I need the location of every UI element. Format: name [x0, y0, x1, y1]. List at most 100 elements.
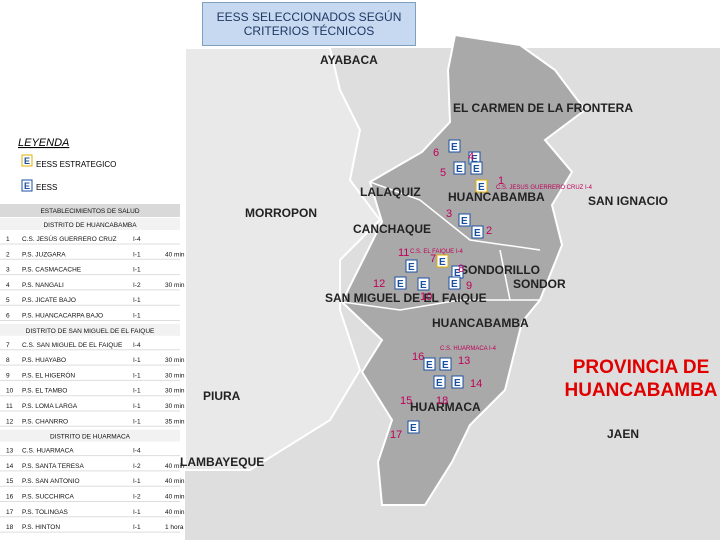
table-cell: 4: [6, 282, 10, 289]
facility-icon-letter: E: [408, 262, 415, 273]
marker-number: 5: [440, 167, 446, 179]
table-cell: I-2: [133, 282, 141, 289]
section-name: DISTRITO DE SAN MIGUEL DE EL FAIQUE: [26, 328, 155, 335]
facility-icon: [448, 139, 461, 153]
table-cell: 40 min: [165, 509, 185, 516]
place-name: LALAQUIZ: [360, 185, 421, 199]
table-cell: P.S. TOLINGAS: [22, 509, 69, 516]
section-header: [0, 429, 180, 442]
table-cell: I-4: [133, 342, 141, 349]
table-cell: I-1: [133, 388, 141, 395]
facility-icon-letter: E: [456, 164, 463, 175]
section-name: DISTRITO DE HUANCABAMBA: [43, 222, 137, 229]
table-cell: I-1: [133, 509, 141, 516]
table-cell: 30 min: [165, 403, 185, 410]
table-cell: I-4: [133, 448, 141, 455]
table-cell: C.S. SAN MIGUEL DE EL FAIQUE: [22, 342, 123, 349]
place-name: SAN MIGUEL DE EL FAIQUE: [325, 291, 487, 305]
facility-icon-letter: E: [473, 164, 480, 175]
marker-number: 4: [468, 151, 474, 163]
facility-icon: [417, 277, 430, 291]
table-cell: I-1: [133, 267, 141, 274]
facility-icon-letter: E: [454, 378, 461, 389]
facility-icon-letter: E: [442, 360, 449, 371]
table-cell: I-1: [133, 357, 141, 364]
region: [184, 47, 382, 471]
table-cell: I-1: [133, 297, 141, 304]
place-name: LAMBAYEQUE: [180, 455, 264, 469]
table-cell: I-1: [133, 418, 141, 425]
marker-number: 8: [458, 263, 464, 275]
marker-number: 15: [400, 395, 412, 407]
table-cell: 7: [6, 342, 10, 349]
place-name: HUANCABAMBA: [432, 316, 529, 330]
place-name: HUARMACA: [410, 400, 481, 414]
facility-icon: [439, 357, 452, 371]
facility-icon-letter: E: [451, 279, 458, 290]
facility-icon: [448, 276, 461, 290]
district-border: [369, 181, 541, 251]
facility-label: C.S. EL FAIQUE I-4: [410, 249, 463, 255]
table-cell: I-1: [133, 478, 141, 485]
table-cell: P.S. HINTON: [22, 524, 60, 531]
facility-icon-letter: E: [478, 182, 485, 193]
table-cell: 9: [6, 372, 10, 379]
table-cell: 10: [6, 388, 14, 395]
table-header: [0, 204, 180, 217]
table-cell: 12: [6, 418, 14, 425]
facility-icon-letter: E: [436, 378, 443, 389]
facility-icon: [433, 375, 446, 389]
table-cell: P.S. JICATE BAJO: [22, 297, 76, 304]
marker-number: 11: [398, 247, 409, 259]
table-cell: P.S. JUZGARA: [22, 251, 66, 258]
table-cell: I-1: [133, 372, 141, 379]
table-cell: P.S. CHANRRO: [22, 418, 68, 425]
legend-icon-letter: E: [24, 181, 30, 191]
title: EESS SELECCIONADOS SEGÚN CRITERIOS TÉCNI…: [202, 2, 416, 46]
district-border: [341, 299, 540, 311]
table-cell: 1 hora: [165, 524, 184, 531]
section-header: [0, 323, 180, 336]
table-cell: 15: [6, 478, 14, 485]
place-name: EL CARMEN DE LA FRONTERA: [453, 101, 633, 115]
table-cell: I-1: [133, 251, 141, 258]
table-cell: I-2: [133, 494, 141, 501]
facility-icon: [451, 375, 464, 389]
facility-icon: [405, 259, 418, 273]
table-cell: 1: [6, 236, 10, 243]
table-cell: 40 min: [165, 463, 185, 470]
place-name: CANCHAQUE: [353, 222, 431, 236]
legend-title: LEYENDA: [18, 137, 69, 149]
legend-icon: [21, 154, 33, 167]
table-cell: P.S. HUAYABO: [22, 357, 66, 364]
table-cell: P.S. NANGALI: [22, 282, 64, 289]
marker-number: 16: [412, 351, 424, 363]
facility-icon: [453, 161, 466, 175]
legend-icon: [21, 179, 33, 192]
table-cell: P.S. HUANCACARPA BAJO: [22, 313, 103, 320]
district-border: [499, 249, 511, 301]
marker-number: 10: [420, 291, 432, 303]
table-cell: P.S. EL HIGERÓN: [22, 370, 75, 379]
table-cell: 8: [6, 357, 10, 364]
facility-label: C.S. JESUS GUERRERO CRUZ I-4: [496, 185, 593, 191]
section-name: DISTRITO DE HUARMACA: [50, 434, 131, 441]
table-cell: 40 min: [165, 251, 185, 258]
table-cell: 35 min: [165, 418, 185, 425]
place-name: PIURA: [203, 389, 241, 403]
legend-item: EESS ESTRATEGICO: [36, 160, 116, 169]
marker-number: 6: [433, 147, 439, 159]
place-name: MORROPON: [245, 206, 317, 220]
table-cell: 13: [6, 448, 14, 455]
marker-number: 1: [498, 175, 504, 187]
legend-item: EESS: [36, 183, 57, 192]
marker-number: 12: [373, 278, 385, 290]
table-cell: P.S. LOMA LARGA: [22, 403, 78, 410]
table-cell: 40 min: [165, 478, 185, 485]
facility-icon: [436, 254, 449, 268]
marker-number: 2: [486, 225, 492, 237]
place-name: JAEN: [607, 427, 639, 441]
table-cell: 2: [6, 251, 10, 258]
table-cell: C.S. JESÚS GUERRERO CRUZ: [22, 234, 117, 243]
